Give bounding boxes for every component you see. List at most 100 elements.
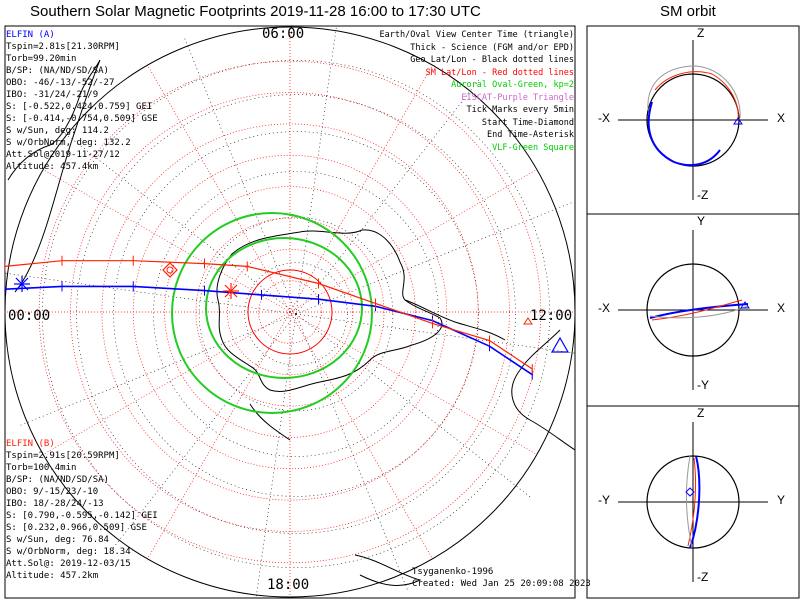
geo-lat-circle [153,171,439,457]
sm-orbit-grey [647,65,741,119]
sm-lon-line [289,65,433,313]
model-label: Tsyganenko-1996 [412,567,494,577]
elfin-a-header: ELFIN (A) [6,30,55,40]
geo-lat-circle [113,131,479,497]
sm-lat-circle [226,248,354,376]
sm-axis-label-right: Y [777,493,786,507]
sm-lat-circle [38,60,542,564]
sm-orbit-b [651,299,743,321]
elfin-b-info-line: S: [0.232,0.966,0.509] GSE [6,523,147,533]
sm-orbit-grey [649,305,749,319]
sm-orbit-a [689,455,701,549]
sm-lat-circle [258,280,322,344]
sm-lon-line [289,311,433,559]
sm-triangle [733,117,743,125]
sm-orbit-grey [685,455,693,549]
polar-plot [5,26,575,598]
sm-orbit-a [649,303,749,319]
sm-axis-label-bottom: -Z [697,188,709,202]
sm-lat-circle [101,123,479,501]
elfin-a-info-line: S w/Sun, deg: 114.2 [6,126,109,136]
geo-lon-line [183,36,297,315]
sm-lon-line [147,311,291,559]
legend-entry: Geo Lat/Lon - Black dotted lines [410,55,574,65]
sm-orbit-b [654,71,739,121]
start-diamond-center [166,266,174,274]
elfin-a-info-line: OBO: -46/-13/-52/-27 [6,78,115,88]
track-elfin-b [5,260,533,370]
legend-entry: Start Time-Diamond [481,117,574,128]
legend-entry: EISCAT-Purple Triangle [461,92,574,103]
sm-axis-label-left: -Y [598,493,610,507]
geo-lat-circle [244,262,348,366]
geo-lon-line [295,313,409,592]
sm-orbit-a [647,101,721,167]
sm-axis-label-bottom: -Z [697,570,709,584]
sm-axis-label-right: X [777,111,786,125]
sm-orbit-title: SM orbit [660,3,716,20]
sm-lon-line [289,169,537,313]
antarctica-outline [216,229,443,392]
legend-entry: End Time-Asterisk [487,130,574,140]
sm-lon-line [147,65,291,313]
elfin-b-info-line: S: [0.790,-0.595,-0.142] GEI [6,511,158,521]
australia-outline [354,554,422,586]
legend-entry: Thick - Science (FGM and/or EPD) [410,42,574,53]
elfin-a-info-line: S w/OrbNorm, deg: 132.2 [6,138,131,148]
sm-earth-circle [646,263,740,357]
elfin-b-info: Tspin=2.91s[20.59RPM] Torb=100.4min B/SP: … [6,450,158,582]
geo-lat-circle [42,60,550,568]
geo-lon-line [295,26,337,315]
peninsula-outline [404,299,506,341]
sm-lon-line [289,311,537,455]
clock-label-left: 00:00 [8,308,51,324]
elfin-b-info-line: Tspin=2.91s[20.59RPM] [6,451,120,461]
clock-label-right: 12:00 [530,308,573,324]
elfin-b-info-line: S w/OrbNorm, deg: 18.34 [6,547,131,557]
elfin-a-info-line: S: [-0.414,-0.754,0.509] GSE [6,114,158,124]
center-time-triangle-b [523,317,533,325]
geo-lat-circle [198,216,394,412]
geo-lon-line [295,313,532,499]
elfin-b-info-line: Att.Sol@: 2019-12-03/15 [6,559,131,569]
sm-diamond [685,487,695,497]
start-diamond-b [162,262,178,278]
sm-axis-label-top: Z [697,406,705,420]
sm-lon-line [43,169,291,313]
legend-entry: Auroral Oval-Green, kp=2 [451,80,574,90]
clock-label-bottom: 18:00 [267,577,310,593]
sm-lat-circle [164,186,416,438]
legend-entry: SM Lat/Lon - Red dotted lines [425,67,574,78]
africa-outline [511,329,575,451]
elfin-a-info-line: Att.Sol@2019-11-27/12 [6,150,120,160]
elfin-a-info-line: S: [-0.522,0.424,0.759] GEI [6,102,153,112]
sm-inner-circle [247,269,333,355]
elfin-b-info-line: B/SP: (NA/ND/SD/SA) [6,475,109,485]
elfin-a-info-line: Tspin=2.81s[21.30RPM] [6,42,120,52]
geo-lat-circle [76,94,516,534]
clock-label-top: 06:00 [262,26,305,42]
sm-lat-circle [195,217,385,407]
sm-axis-label-right: X [777,301,786,315]
coast-outline [249,403,291,441]
track-elfin-a [5,285,533,376]
south-america-outline [7,59,101,293]
sm-axis-label-top: Z [697,26,705,40]
elfin-a-info-line: B/SP: (NA/ND/SD/SA) [6,66,109,76]
elfin-a-info: Tspin=2.81s[21.30RPM] Torb=99.20min B/SP: … [6,41,158,173]
sm-earth-circle [646,455,740,549]
legend-entry: Earth/Oval View Center Time (triangle) [379,30,574,40]
elfin-b-info-line: OBO: 9/-15/23/-10 [6,487,99,497]
sm-axis-label-bottom: -Y [697,378,709,392]
plot-title: Southern Solar Magnetic Footprints 2019-… [30,3,481,20]
legend: Earth/Oval View Center Time (triangle) Th… [380,29,574,154]
legend-entry: VLF-Green Square [492,142,574,153]
outer-boundary [5,26,575,598]
legend-entry: Tick Marks every 5min [466,105,574,115]
sm-axis-label-left: -X [598,111,610,125]
created-label: Created: Wed Jan 25 20:09:08 2023 [412,579,591,589]
elfin-b-header: ELFIN (B) [6,439,55,449]
elfin-b-info-line: Torb=100.4min [6,463,77,473]
elfin-a-info-line: IBO: -31/24/-21/9 [6,90,99,100]
